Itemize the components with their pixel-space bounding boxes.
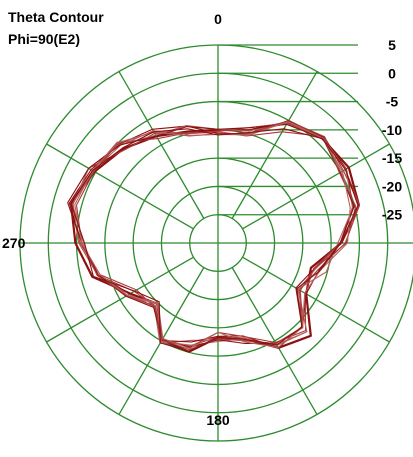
radial-tick-label: -10 xyxy=(382,122,402,138)
radial-tick-label: -20 xyxy=(382,178,402,194)
series-line xyxy=(69,131,361,349)
series-line xyxy=(72,123,353,346)
radial-tick-label: 5 xyxy=(388,37,396,53)
grid-spoke xyxy=(242,256,390,343)
radial-tick-label: -5 xyxy=(386,94,399,110)
radial-tick-label: -15 xyxy=(382,150,402,166)
series-line xyxy=(69,121,361,353)
angle-label: 270 xyxy=(2,235,26,251)
series-line xyxy=(75,120,357,351)
series-group xyxy=(67,119,361,353)
grid-spoke xyxy=(118,71,205,219)
angle-label: 180 xyxy=(206,412,230,428)
series-line xyxy=(67,123,355,348)
grid-spoke xyxy=(231,71,318,219)
series-line xyxy=(72,122,361,348)
grid-spoke xyxy=(46,143,194,230)
series-line xyxy=(68,119,354,349)
radial-tick-label: -25 xyxy=(382,207,402,223)
chart-subtitle: Phi=90(E2) xyxy=(8,31,80,47)
series-line xyxy=(70,128,359,352)
grid-spoke xyxy=(46,256,194,343)
angle-label: 0 xyxy=(214,11,222,27)
grid-spoke xyxy=(231,267,318,415)
labels-group: Theta Contour Phi=90(E2) 5 0 -5 -10 -15 -20 -2… xyxy=(2,9,402,428)
radial-tick-label: 0 xyxy=(388,65,396,81)
chart-title: Theta Contour xyxy=(8,9,104,25)
